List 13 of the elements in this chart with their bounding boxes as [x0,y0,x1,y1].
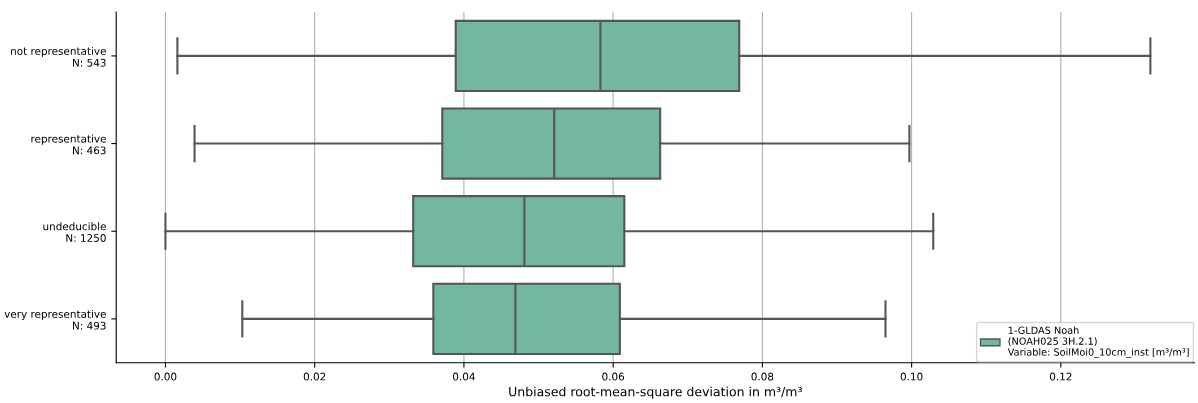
x-tick-label: 0.08 [751,372,774,381]
x-tick-label: 0.04 [453,372,475,381]
y-tick-label: not representative N: 543 [11,46,106,67]
x-tick-label: 0.12 [1049,372,1072,381]
x-tick-label: 0.00 [154,372,177,381]
y-tick-label: very representative N: 493 [4,309,106,330]
legend-label: 1-GLDAS Noah (NOAH025 3H.2.1) Variable: SoilMoi0_10cm_inst [m³/m³] [1007,326,1189,358]
y-tick-label: representative N: 463 [31,134,106,155]
x-tick-label: 0.02 [303,372,326,381]
y-tick-label: undeducible N: 1250 [43,222,106,242]
x-tick-label: 0.10 [900,372,923,381]
x-axis-title: Unbiased root-mean-square deviation in m³/m³ [509,386,802,399]
x-tick-label: 0.06 [602,372,625,381]
